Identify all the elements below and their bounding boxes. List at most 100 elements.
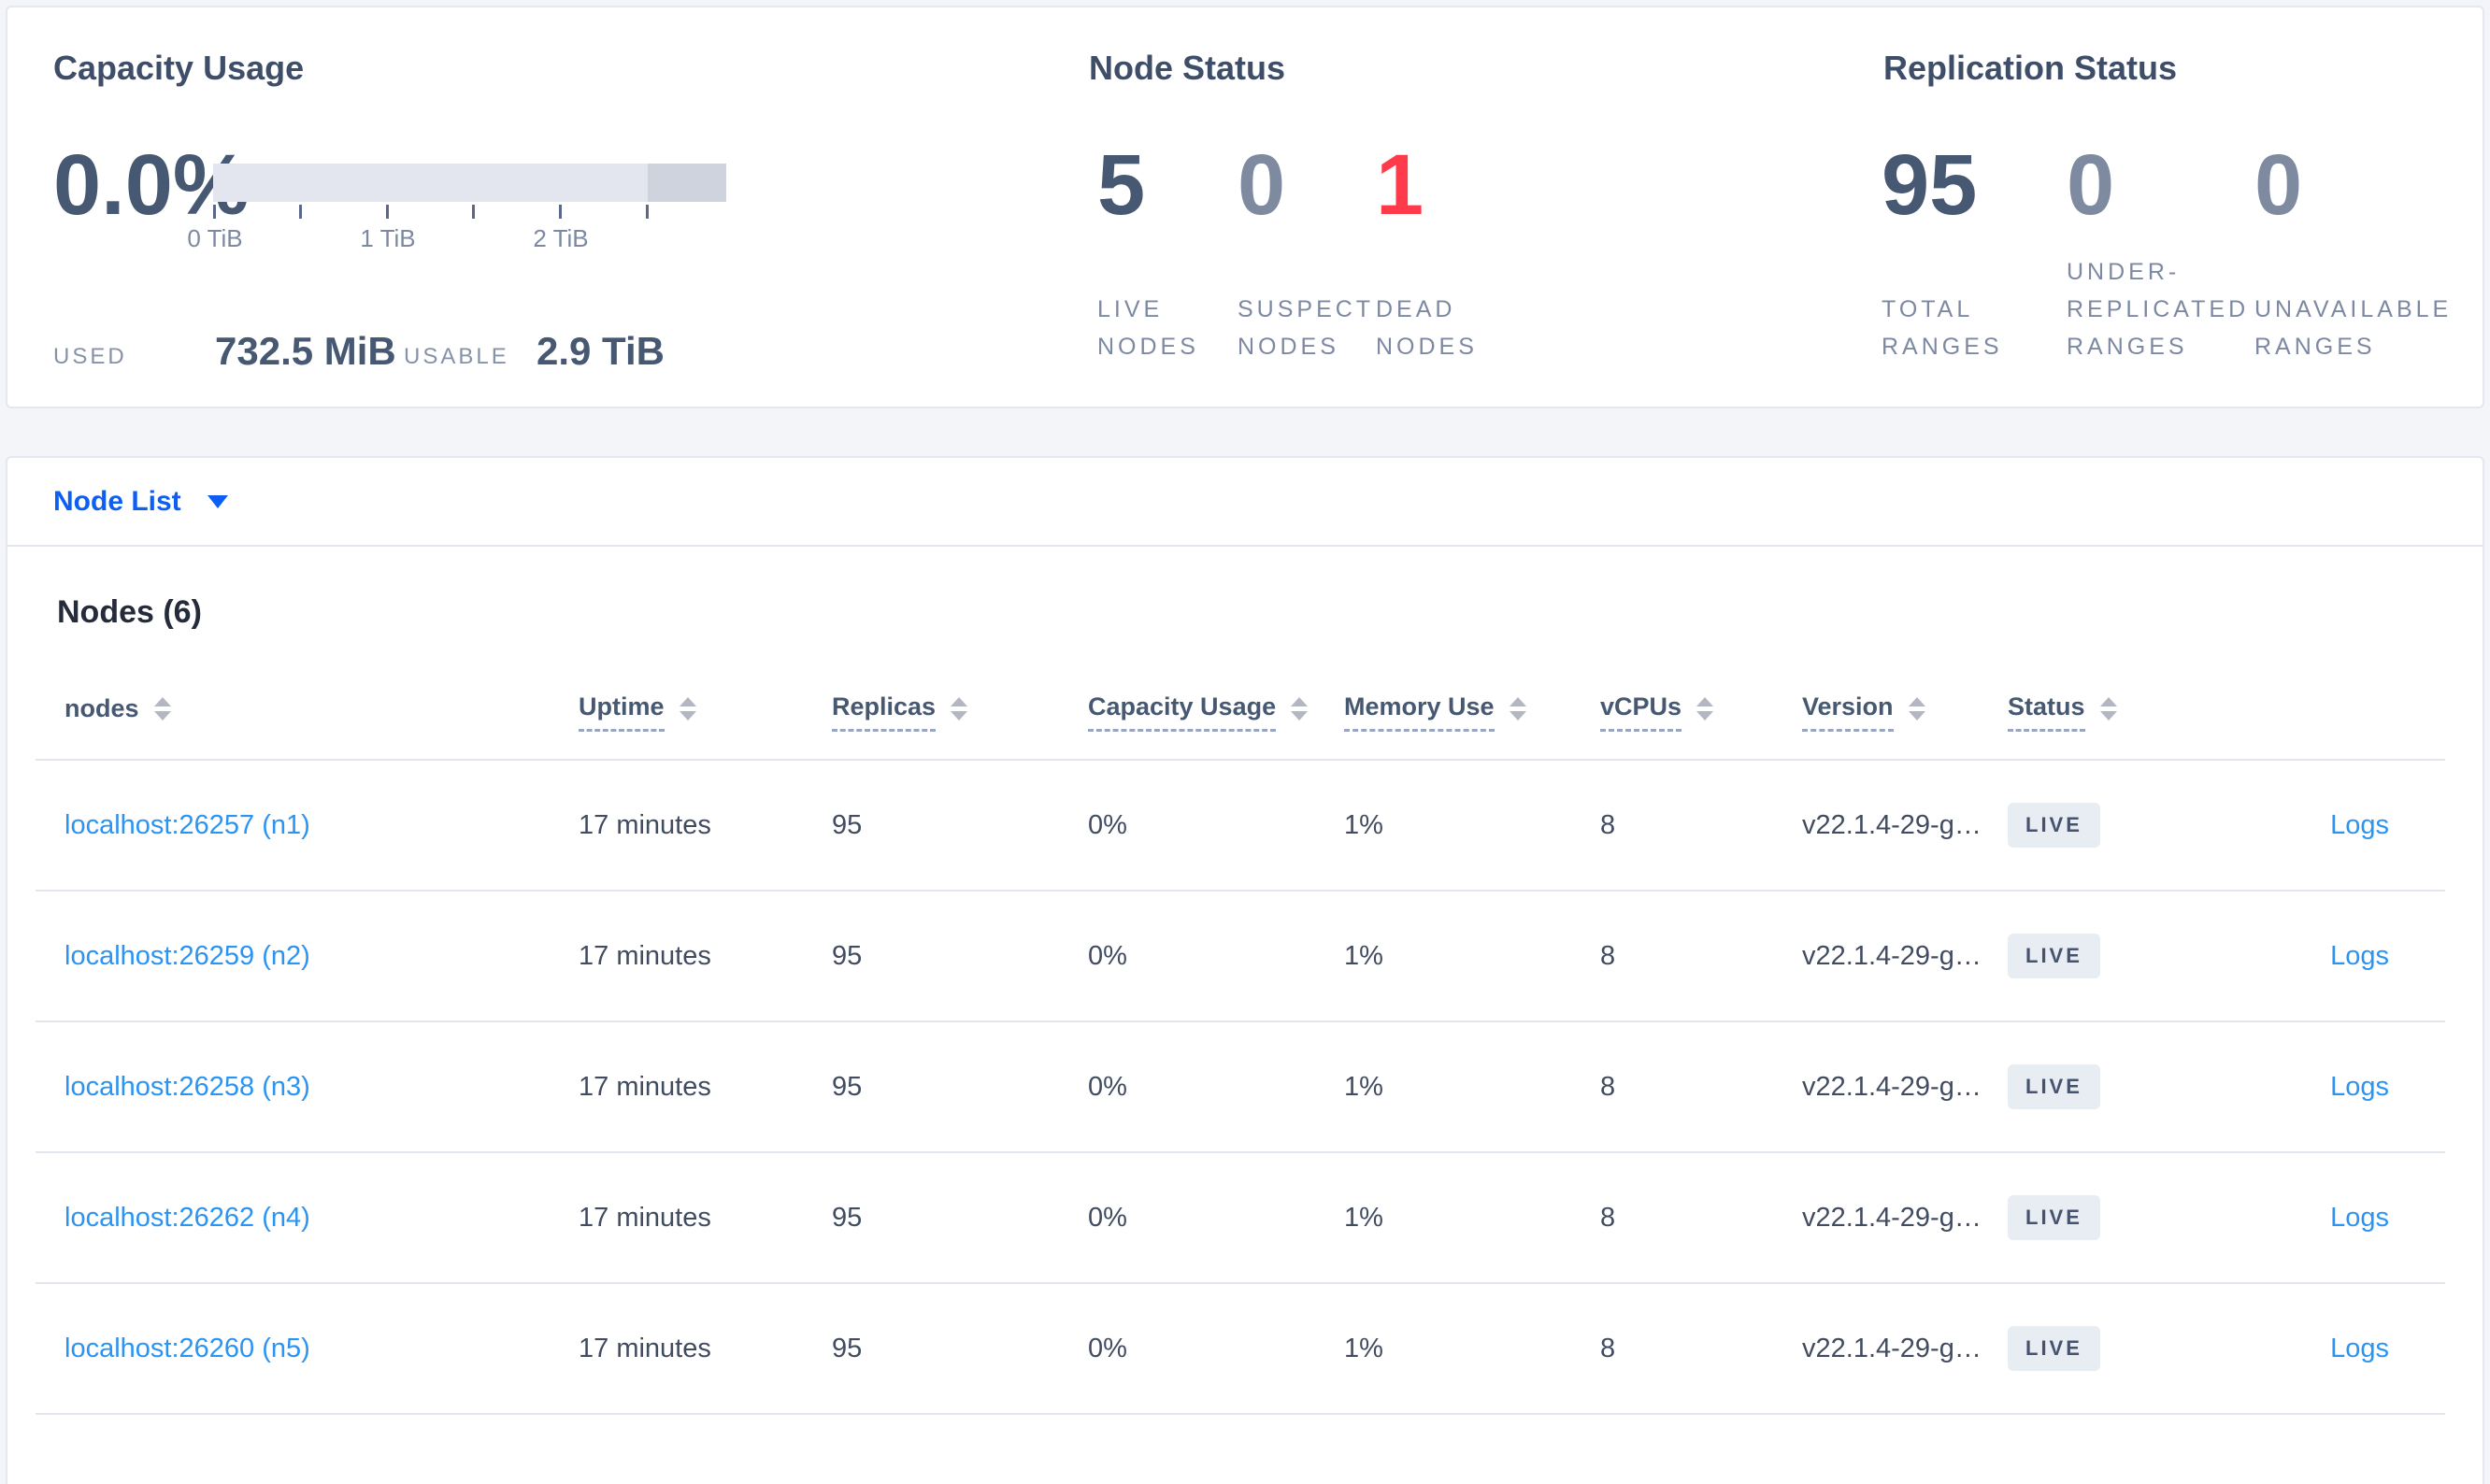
vcpus-cell: 8 (1600, 1202, 1616, 1233)
node-link[interactable]: localhost:26260 (n5) (64, 1333, 310, 1363)
node-link[interactable]: localhost:26259 (n2) (64, 940, 310, 971)
capacity-tick (646, 205, 649, 219)
vcpus-cell: 8 (1600, 809, 1616, 840)
column-header-replicas[interactable]: Replicas (832, 665, 968, 759)
capacity-tick (472, 205, 475, 219)
logs-link[interactable]: Logs (2330, 809, 2389, 840)
replicas-cell: 95 (832, 940, 863, 971)
node-list-card: Node List Nodes (6) nodes Uptime Replica… (6, 456, 2484, 1484)
uptime-cell: 17 minutes (579, 940, 711, 971)
total-ranges-label: TOTAL RANGES (1882, 296, 2003, 360)
column-header-vcpus[interactable]: vCPUs (1600, 665, 1714, 759)
status-badge: LIVE (2008, 803, 2100, 848)
sort-icon[interactable] (1696, 696, 1714, 721)
status-badge: LIVE (2008, 934, 2100, 978)
memory-use-cell: 1% (1344, 1071, 1383, 1102)
uptime-cell: 17 minutes (579, 1333, 711, 1363)
sort-icon[interactable] (2099, 696, 2117, 721)
column-header-replicas-label: Replicas (832, 692, 937, 732)
table-row: localhost:26260 (n5) 17 minutes 95 0% 1%… (36, 1284, 2445, 1415)
capacity-usable-label: USABLE (404, 344, 509, 369)
capacity-used-value: 732.5 MiB (215, 329, 396, 373)
sort-icon[interactable] (1291, 696, 1309, 721)
sort-icon[interactable] (679, 696, 696, 721)
status-badge: LIVE (2008, 1326, 2100, 1371)
logs-link[interactable]: Logs (2330, 1202, 2389, 1233)
column-header-uptime-label: Uptime (579, 692, 665, 732)
node-link[interactable]: localhost:26258 (n3) (64, 1071, 310, 1102)
capacity-tick (213, 205, 216, 219)
dead-nodes-count: 1 (1376, 137, 1424, 233)
capacity-usage-cell: 0% (1088, 1333, 1127, 1363)
column-header-version[interactable]: Version (1802, 665, 1925, 759)
capacity-tick (299, 205, 302, 219)
logs-link[interactable]: Logs (2330, 940, 2389, 971)
table-row: localhost:26259 (n2) 17 minutes 95 0% 1%… (36, 892, 2445, 1022)
column-header-capacity-usage[interactable]: Capacity Usage (1088, 665, 1309, 759)
version-cell: v22.1.4-29-g… (1802, 809, 1982, 840)
node-list-dropdown[interactable]: Node List (53, 486, 228, 518)
column-header-memory-use[interactable]: Memory Use (1344, 665, 1526, 759)
column-header-uptime[interactable]: Uptime (579, 665, 696, 759)
column-header-memory-use-label: Memory Use (1344, 692, 1495, 732)
version-cell: v22.1.4-29-g… (1802, 940, 1982, 971)
node-link[interactable]: localhost:26262 (n4) (64, 1202, 310, 1233)
version-cell: v22.1.4-29-g… (1802, 1333, 1982, 1363)
replicas-cell: 95 (832, 1071, 863, 1102)
memory-use-cell: 1% (1344, 1202, 1383, 1233)
capacity-tick-label-2: 2 TiB (533, 224, 589, 252)
live-nodes-count: 5 (1097, 137, 1146, 233)
node-link[interactable]: localhost:26257 (n1) (64, 809, 310, 840)
dead-nodes-label: DEAD NODES (1376, 296, 1478, 360)
column-header-nodes-label: nodes (64, 693, 139, 722)
vcpus-cell: 8 (1600, 1071, 1616, 1102)
version-cell: v22.1.4-29-g… (1802, 1202, 1982, 1233)
column-header-nodes[interactable]: nodes (64, 665, 171, 759)
table-row: localhost:26262 (n4) 17 minutes 95 0% 1%… (36, 1153, 2445, 1284)
view-selector-row: Node List (7, 458, 2483, 547)
capacity-usage-cell: 0% (1088, 940, 1127, 971)
status-badge: LIVE (2008, 1195, 2100, 1240)
capacity-usage-cell: 0% (1088, 809, 1127, 840)
uptime-cell: 17 minutes (579, 1202, 711, 1233)
suspect-nodes-label: SUSPECT NODES (1238, 296, 1375, 360)
memory-use-cell: 1% (1344, 1333, 1383, 1363)
column-header-vcpus-label: vCPUs (1600, 692, 1682, 732)
sort-icon[interactable] (1509, 696, 1526, 721)
caret-down-icon (207, 494, 228, 508)
replicas-cell: 95 (832, 809, 863, 840)
nodes-table-header: nodes Uptime Replicas Capacity Usage Mem… (7, 665, 2483, 761)
cluster-overview-page: Capacity Usage 0.0% 0 TiB 1 TiB 2 TiB US… (6, 6, 2484, 1484)
capacity-tick-label-0: 0 TiB (187, 224, 243, 252)
capacity-tick-label-1: 1 TiB (360, 224, 416, 252)
capacity-tick (559, 205, 562, 219)
vcpus-cell: 8 (1600, 940, 1616, 971)
node-status-title: Node Status (1089, 49, 1286, 87)
capacity-usage-cell: 0% (1088, 1202, 1127, 1233)
logs-link[interactable]: Logs (2330, 1071, 2389, 1102)
replicas-cell: 95 (832, 1333, 863, 1363)
capacity-tick (386, 205, 389, 219)
sort-icon[interactable] (153, 696, 171, 721)
table-row: localhost:26258 (n3) 17 minutes 95 0% 1%… (36, 1022, 2445, 1153)
capacity-used-label: USED (53, 344, 127, 369)
sort-icon[interactable] (1908, 696, 1925, 721)
sort-icon[interactable] (951, 696, 968, 721)
unavailable-ranges-label: UNAVAILABLE RANGES (2254, 296, 2453, 360)
node-list-dropdown-label: Node List (53, 485, 181, 517)
status-badge: LIVE (2008, 1064, 2100, 1109)
capacity-usage-title: Capacity Usage (53, 49, 305, 87)
column-header-status[interactable]: Status (2008, 665, 2117, 759)
capacity-usage-bar (213, 164, 726, 202)
column-header-version-label: Version (1802, 692, 1894, 732)
memory-use-cell: 1% (1344, 809, 1383, 840)
column-header-capacity-usage-label: Capacity Usage (1088, 692, 1277, 732)
under-replicated-ranges-count: 0 (2067, 137, 2115, 233)
replicas-cell: 95 (832, 1202, 863, 1233)
nodes-table-rows: localhost:26257 (n1) 17 minutes 95 0% 1%… (7, 761, 2483, 1415)
uptime-cell: 17 minutes (579, 809, 711, 840)
logs-link[interactable]: Logs (2330, 1333, 2389, 1363)
summary-panel-strip: Capacity Usage 0.0% 0 TiB 1 TiB 2 TiB US… (6, 6, 2484, 408)
uptime-cell: 17 minutes (579, 1071, 711, 1102)
capacity-usable-value: 2.9 TiB (537, 329, 665, 373)
